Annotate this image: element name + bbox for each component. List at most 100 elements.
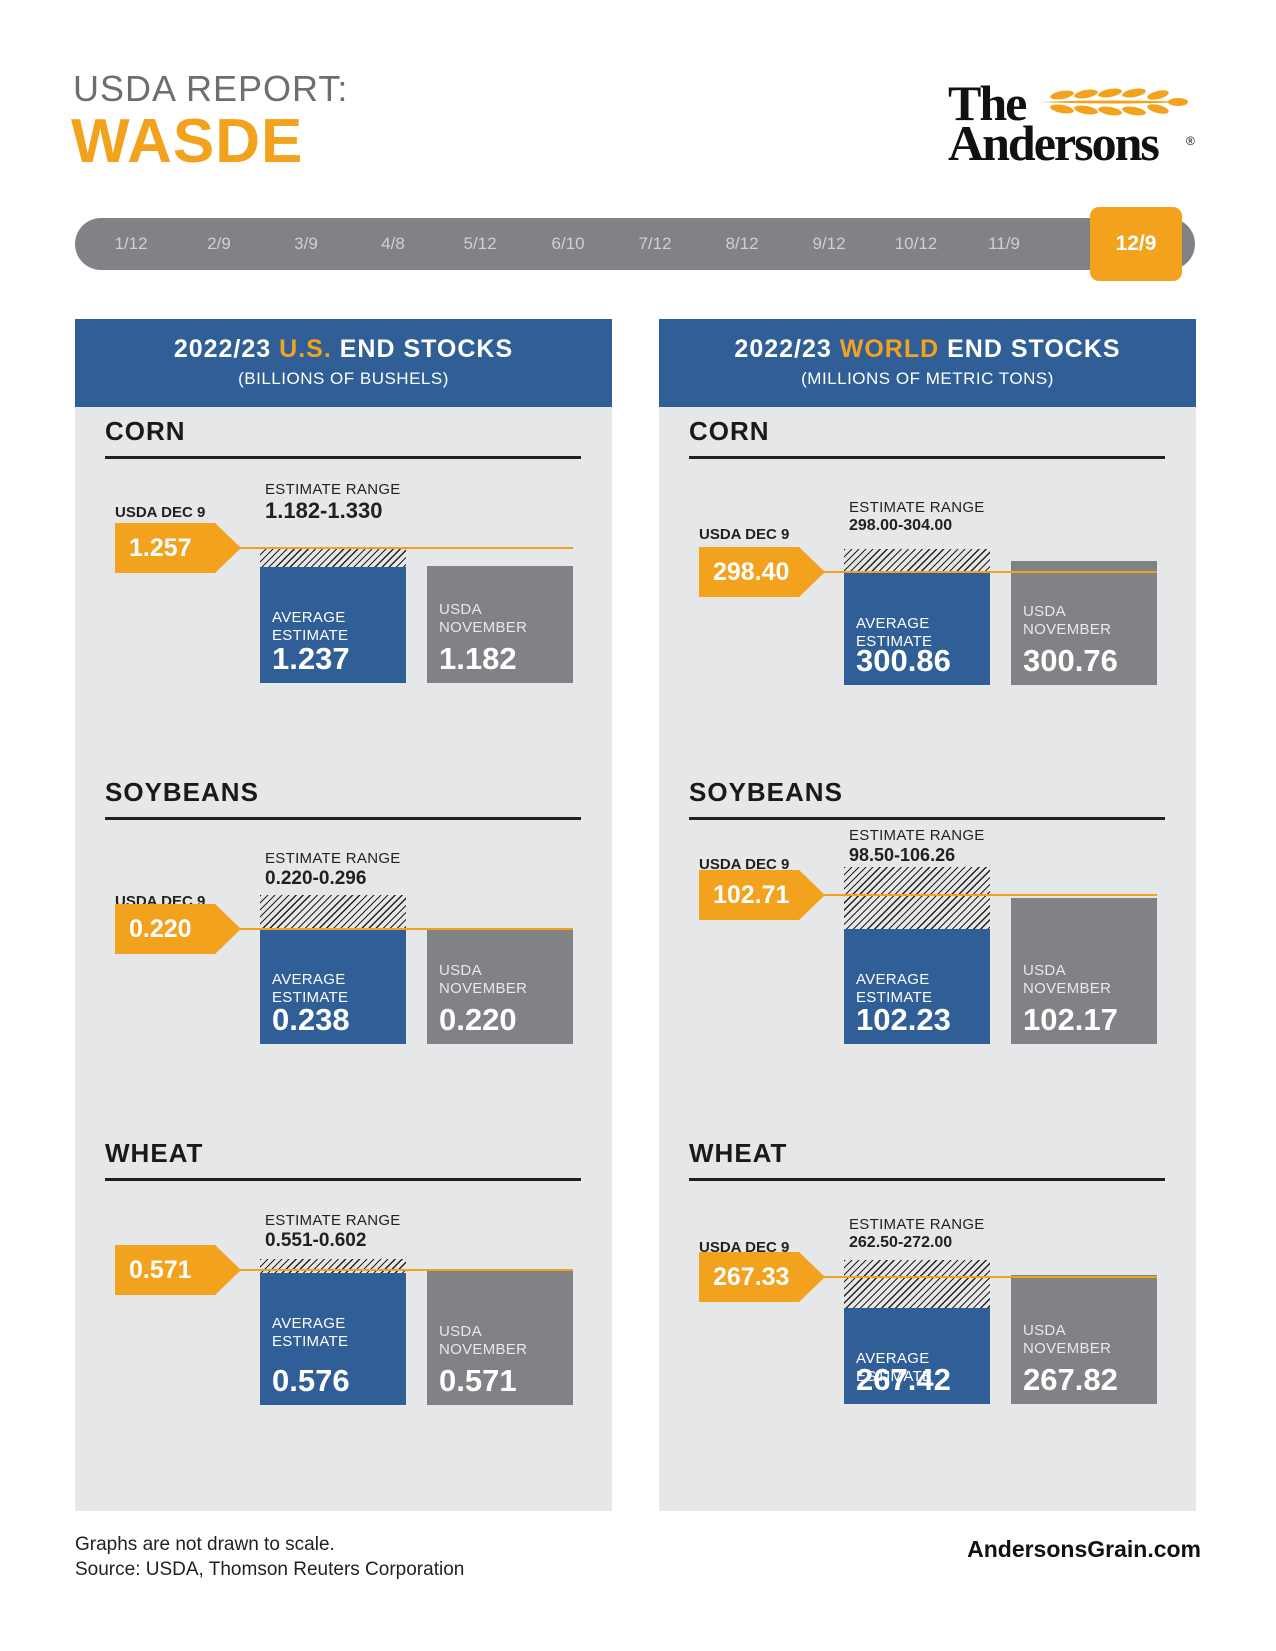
crop-name: CORN	[689, 416, 770, 446]
usda-dec-tag: 298.40	[699, 547, 827, 597]
crop-divider	[105, 817, 581, 820]
average-estimate-label: AVERAGE ESTIMATE	[272, 609, 348, 645]
november-label-line1: USDA	[439, 601, 482, 618]
estimate-range-label: ESTIMATE RANGE	[849, 1216, 985, 1233]
november-label-line2: NOVEMBER	[439, 619, 528, 636]
average-estimate-value: 0.576	[272, 1363, 350, 1398]
average-estimate-value: 1.237	[272, 641, 350, 676]
usda-dec-tag: 1.257	[115, 523, 243, 573]
average-label-line2: ESTIMATE	[272, 989, 349, 1006]
november-label-line2: NOVEMBER	[439, 980, 528, 997]
timeline-date[interactable]: 10/12	[894, 234, 938, 253]
november-label-line1: USDA	[1023, 962, 1066, 979]
timeline-date[interactable]: 5/12	[463, 234, 497, 253]
crop-chart-soybeans: SOYBEANS ESTIMATE RANGE 0.220-0.296 USDA DE…	[75, 767, 612, 1147]
usda-november-label: USDA NOVEMBER	[439, 1323, 527, 1359]
andersons-logo: The Andersons ®	[948, 75, 1198, 171]
usda-dec-line	[809, 1276, 1157, 1278]
average-label-line2: ESTIMATE	[272, 627, 349, 644]
usda-november-bar: USDA NOVEMBER 300.76	[1011, 561, 1157, 685]
average-estimate-bar: AVERAGE ESTIMATE 102.23	[844, 929, 990, 1044]
average-estimate-bar: AVERAGE ESTIMATE 0.238	[260, 929, 406, 1044]
report-label: USDA REPORT:	[73, 68, 349, 109]
november-label-line2: NOVEMBER	[1023, 621, 1112, 638]
average-label-line2: ESTIMATE	[856, 633, 933, 650]
usda-dec-label: USDA DEC 9	[699, 856, 790, 873]
crop-divider	[105, 1178, 581, 1181]
world-end-stocks-panel: 2022/23 WORLD END STOCKS (MILLIONS OF ME…	[659, 319, 1196, 1511]
panel-header: 2022/23 U.S. END STOCKS (BILLIONS OF BUS…	[75, 319, 612, 407]
wheat-icon	[1040, 88, 1188, 116]
website-link[interactable]: AndersonsGrain.com	[967, 1536, 1201, 1562]
usda-november-bar: USDA NOVEMBER 1.182	[427, 566, 573, 683]
usda-november-value: 102.17	[1023, 1002, 1118, 1037]
november-label-line1: USDA	[1023, 603, 1066, 620]
estimate-range-value: 262.50-272.00	[849, 1234, 953, 1251]
average-estimate-label: AVERAGE ESTIMATE	[856, 615, 932, 651]
timeline-date[interactable]: 7/12	[638, 234, 672, 253]
usda-november-bar: USDA NOVEMBER 102.17	[1011, 898, 1157, 1044]
november-label-line2: NOVEMBER	[1023, 980, 1112, 997]
usda-dec-value: 0.220	[129, 915, 192, 943]
average-label-line2: ESTIMATE	[856, 1368, 933, 1385]
usda-november-value: 300.76	[1023, 643, 1118, 678]
crop-name: WHEAT	[689, 1138, 788, 1168]
average-label-line1: AVERAGE	[272, 609, 346, 626]
estimate-range-label: ESTIMATE RANGE	[265, 481, 401, 498]
usda-dec-value: 267.33	[713, 1263, 790, 1291]
timeline-date[interactable]: 6/10	[551, 234, 585, 253]
timeline-date[interactable]: 9/12	[812, 234, 846, 253]
crop-name: CORN	[105, 416, 186, 446]
average-estimate-value: 0.238	[272, 1002, 350, 1037]
crop-divider	[689, 456, 1165, 459]
average-estimate-bar: AVERAGE ESTIMATE 300.86	[844, 573, 990, 685]
usda-dec-label: USDA DEC 9	[699, 1239, 790, 1256]
estimate-range-value: 1.182-1.330	[265, 498, 383, 523]
crop-chart-corn: CORN ESTIMATE RANGE 1.182-1.330 USDA DEC 9 A…	[75, 406, 612, 786]
logo-the-text: The	[948, 75, 1027, 131]
panel-title: 2022/23 U.S. END STOCKS	[173, 335, 514, 363]
average-estimate-label: AVERAGE ESTIMATE	[272, 971, 348, 1007]
source-note: Source: USDA, Thomson Reuters Corporatio…	[75, 1559, 465, 1580]
november-label-line1: USDA	[1023, 1322, 1066, 1339]
estimate-range-label: ESTIMATE RANGE	[849, 499, 985, 516]
timeline-date[interactable]: 11/9	[988, 234, 1020, 253]
average-label-line1: AVERAGE	[272, 1315, 346, 1332]
panel-subtitle: (MILLIONS OF METRIC TONS)	[801, 369, 1054, 388]
scale-note: Graphs are not drawn to scale.	[75, 1534, 335, 1555]
average-estimate-value: 267.42	[856, 1362, 951, 1397]
usda-november-bar: USDA NOVEMBER 267.82	[1011, 1275, 1157, 1404]
usda-november-label: USDA NOVEMBER	[1023, 962, 1111, 998]
panel-header: 2022/23 WORLD END STOCKS (MILLIONS OF ME…	[659, 319, 1196, 407]
timeline-date[interactable]: 3/9	[294, 234, 318, 253]
estimate-range-label: ESTIMATE RANGE	[849, 827, 985, 844]
logo-name-text: Andersons	[948, 115, 1160, 171]
crop-chart-wheat: WHEAT ESTIMATE RANGE 262.50-272.00 USDA DEC…	[659, 1128, 1196, 1508]
estimate-range-value: 0.220-0.296	[265, 868, 367, 889]
logo-registered-mark: ®	[1186, 134, 1195, 148]
report-timeline: 1/12 2/9 3/9 4/8 5/12 6/10 7/12 8/12 9/12 10/12 11…	[75, 218, 1195, 270]
crop-name: WHEAT	[105, 1138, 204, 1168]
crop-divider	[105, 456, 581, 459]
us-end-stocks-panel: 2022/23 U.S. END STOCKS (BILLIONS OF BUS…	[75, 319, 612, 1511]
timeline-active-date[interactable]: 12/9	[1090, 207, 1182, 281]
estimate-range-value: 0.551-0.602	[265, 1230, 367, 1251]
average-estimate-label: AVERAGE ESTIMATE	[272, 1315, 348, 1351]
november-label-line2: NOVEMBER	[1023, 1340, 1112, 1357]
usda-dec-tag: 102.71	[699, 870, 827, 920]
crop-name: SOYBEANS	[105, 777, 259, 807]
timeline-date[interactable]: 4/8	[381, 234, 405, 253]
usda-november-value: 267.82	[1023, 1362, 1118, 1397]
panel-title: 2022/23 WORLD END STOCKS	[734, 335, 1121, 363]
usda-dec-tag: 0.220	[115, 904, 243, 954]
average-estimate-label: AVERAGE ESTIMATE	[856, 971, 932, 1007]
crop-divider	[689, 817, 1165, 820]
average-label-line1: AVERAGE	[856, 971, 930, 988]
usda-november-value: 1.182	[439, 641, 517, 676]
estimate-range-label: ESTIMATE RANGE	[265, 1212, 401, 1229]
timeline-date[interactable]: 2/9	[207, 234, 231, 253]
timeline-date[interactable]: 1/12	[114, 234, 148, 253]
average-label-line1: AVERAGE	[856, 1350, 930, 1367]
timeline-date[interactable]: 8/12	[725, 234, 759, 253]
